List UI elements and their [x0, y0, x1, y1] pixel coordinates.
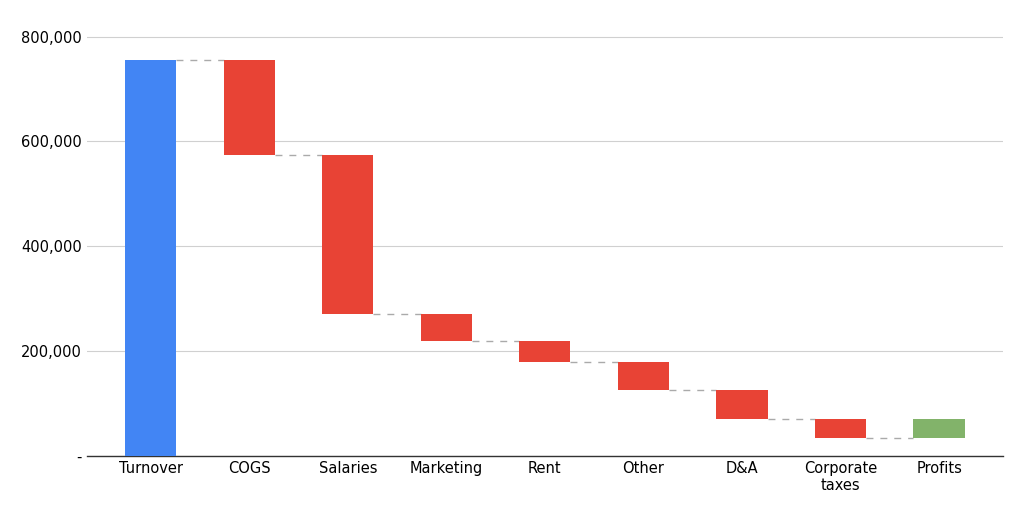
Bar — [125, 60, 176, 456]
Bar — [617, 361, 669, 390]
Bar — [323, 155, 374, 315]
Bar — [519, 341, 570, 361]
Bar — [815, 419, 866, 437]
Bar — [717, 390, 768, 419]
Bar — [223, 60, 274, 155]
Bar — [913, 419, 965, 437]
Bar — [421, 315, 472, 341]
